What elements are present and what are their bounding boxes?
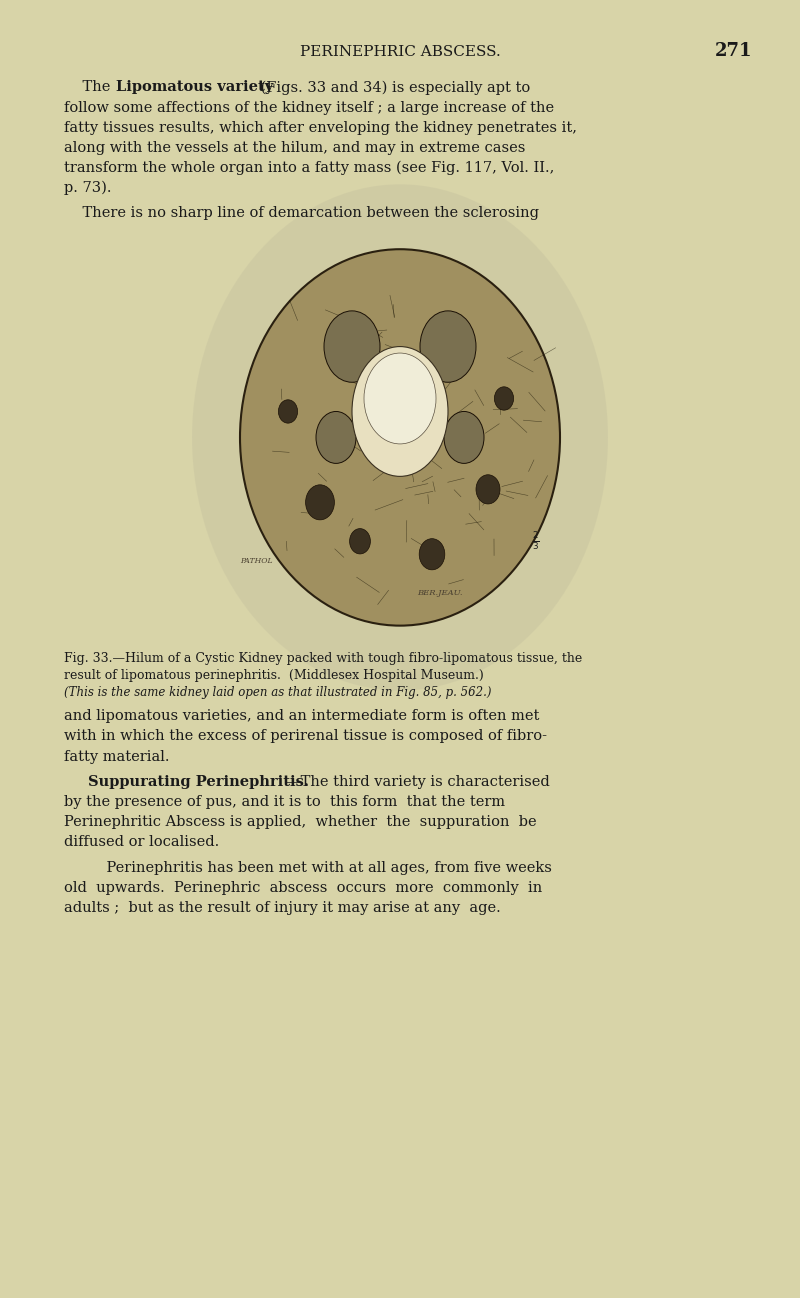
Ellipse shape bbox=[476, 475, 500, 504]
Text: There is no sharp line of demarcation between the sclerosing: There is no sharp line of demarcation be… bbox=[64, 206, 539, 221]
Ellipse shape bbox=[444, 411, 484, 463]
Ellipse shape bbox=[364, 353, 436, 444]
Text: Suppurating Perinephritis.: Suppurating Perinephritis. bbox=[88, 775, 309, 789]
Text: fatty tissues results, which after enveloping the kidney penetrates it,: fatty tissues results, which after envel… bbox=[64, 121, 577, 135]
Text: fatty material.: fatty material. bbox=[64, 749, 170, 763]
Text: along with the vessels at the hilum, and may in extreme cases: along with the vessels at the hilum, and… bbox=[64, 140, 526, 154]
Text: with in which the excess of perirenal tissue is composed of fibro-: with in which the excess of perirenal ti… bbox=[64, 729, 547, 744]
Text: Lipomatous variety: Lipomatous variety bbox=[116, 80, 274, 95]
Text: PERINEPHRIC ABSCESS.: PERINEPHRIC ABSCESS. bbox=[300, 45, 500, 60]
Text: Perinephritis has been met with at all ages, from five weeks: Perinephritis has been met with at all a… bbox=[88, 861, 552, 875]
Ellipse shape bbox=[420, 310, 476, 382]
Text: —The third variety is characterised: —The third variety is characterised bbox=[286, 775, 550, 789]
Ellipse shape bbox=[192, 184, 608, 691]
Text: result of lipomatous perinephritis.  (Middlesex Hospital Museum.): result of lipomatous perinephritis. (Mid… bbox=[64, 668, 484, 683]
Text: by the presence of pus, and it is to  this form  that the term: by the presence of pus, and it is to thi… bbox=[64, 794, 505, 809]
Text: PATHOL: PATHOL bbox=[240, 557, 273, 565]
Ellipse shape bbox=[324, 310, 380, 382]
Ellipse shape bbox=[352, 347, 448, 476]
Text: adults ;  but as the result of injury it may arise at any  age.: adults ; but as the result of injury it … bbox=[64, 901, 501, 915]
Text: (Figs. 33 and 34) is especially apt to: (Figs. 33 and 34) is especially apt to bbox=[256, 80, 530, 95]
Ellipse shape bbox=[316, 411, 356, 463]
Text: $\frac{2}{3}$: $\frac{2}{3}$ bbox=[532, 531, 540, 552]
Text: 271: 271 bbox=[714, 42, 752, 60]
Text: The: The bbox=[64, 80, 115, 95]
Text: transform the whole organ into a fatty mass (see Fig. 117, Vol. II.,: transform the whole organ into a fatty m… bbox=[64, 161, 554, 175]
Text: Fig. 33.—Hilum of a Cystic Kidney packed with tough fibro-lipomatous tissue, the: Fig. 33.—Hilum of a Cystic Kidney packed… bbox=[64, 652, 582, 666]
Text: diffused or localised.: diffused or localised. bbox=[64, 835, 219, 849]
Text: BER.JEAU.: BER.JEAU. bbox=[418, 589, 462, 597]
Ellipse shape bbox=[494, 387, 514, 410]
Text: follow some affections of the kidney itself ; a large increase of the: follow some affections of the kidney its… bbox=[64, 101, 554, 114]
Ellipse shape bbox=[240, 249, 560, 626]
Text: p. 73).: p. 73). bbox=[64, 180, 111, 196]
Ellipse shape bbox=[278, 400, 298, 423]
Text: Perinephritic Abscess is applied,  whether  the  suppuration  be: Perinephritic Abscess is applied, whethe… bbox=[64, 815, 537, 829]
Ellipse shape bbox=[419, 539, 445, 570]
Ellipse shape bbox=[350, 528, 370, 554]
Ellipse shape bbox=[306, 484, 334, 519]
Text: (This is the same kidney laid open as that illustrated in Fig. 85, p. 562.): (This is the same kidney laid open as th… bbox=[64, 685, 491, 700]
Text: old  upwards.  Perinephric  abscess  occurs  more  commonly  in: old upwards. Perinephric abscess occurs … bbox=[64, 880, 542, 894]
Text: and lipomatous varieties, and an intermediate form is often met: and lipomatous varieties, and an interme… bbox=[64, 709, 539, 723]
